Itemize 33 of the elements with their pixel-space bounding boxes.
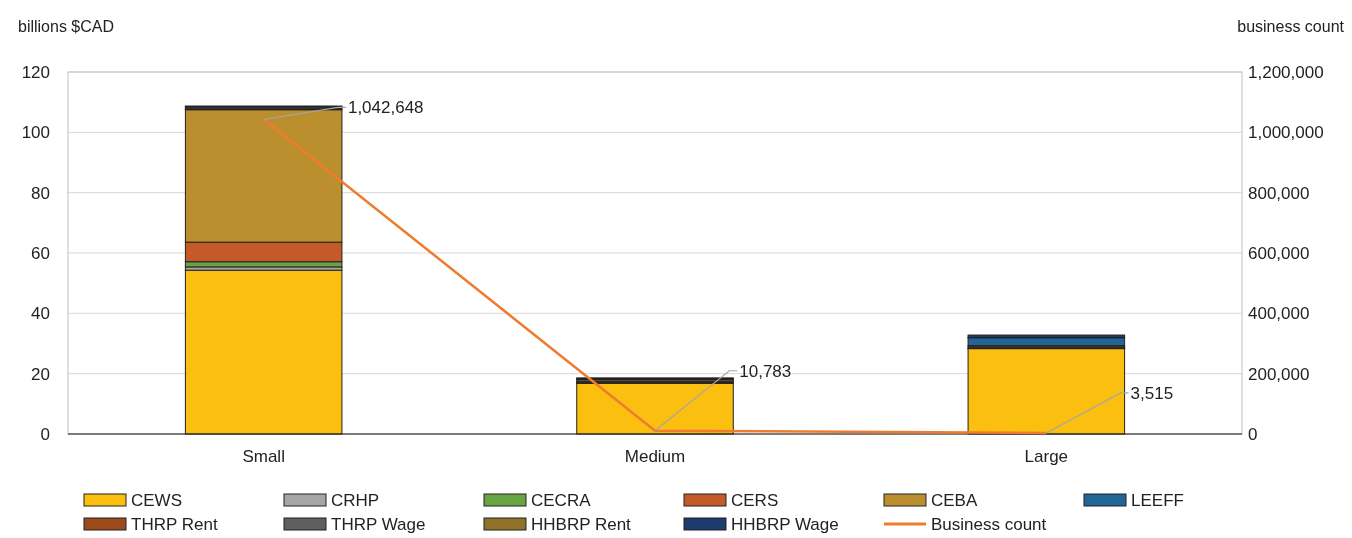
y-tick-label: 100 [21,123,50,143]
y-tick-label: 60 [31,244,50,263]
y2-tick-label: 600,000 [1248,244,1310,263]
y2-tick-label: 0 [1248,425,1258,444]
legend-label: HHBRP Rent [531,515,632,534]
data-label: 3,515 [1130,383,1174,403]
legend-label: CECRA [531,491,592,510]
y-tick-label: 120 [21,63,50,82]
x-tick-label: Large [1024,447,1069,466]
y2-tick-label: 1,000,000 [1248,123,1324,143]
legend-label: CEBA [931,491,978,510]
y-tick-label: 40 [31,304,50,324]
legend-label: LEEFF [1131,491,1184,510]
legend-label: CERS [731,491,779,510]
y2-axis-title: business count [1237,18,1345,35]
y-axis-title: billions $CAD [18,18,115,35]
y-tick-label: 80 [31,183,50,203]
x-tick-label: Medium [624,447,686,466]
legend-label: CEWS [131,491,182,510]
y2-tick-label: 200,000 [1248,364,1310,384]
y2-tick-label: 1,200,000 [1248,63,1324,82]
legend-label: HHBRP Wage [731,515,839,534]
y-tick-label: 0 [40,425,50,444]
y2-tick-label: 800,000 [1248,183,1310,203]
legend-label: CRHP [331,491,380,510]
x-tick-label: Small [242,447,285,466]
legend-label: THRP Wage [331,515,426,534]
y-tick-label: 20 [31,364,50,384]
data-label: 1,042,648 [347,98,424,118]
legend-label: THRP Rent [131,515,218,534]
data-label: 10,783 [739,361,792,381]
legend-label: Business count [931,515,1047,534]
y2-tick-label: 400,000 [1248,304,1310,324]
